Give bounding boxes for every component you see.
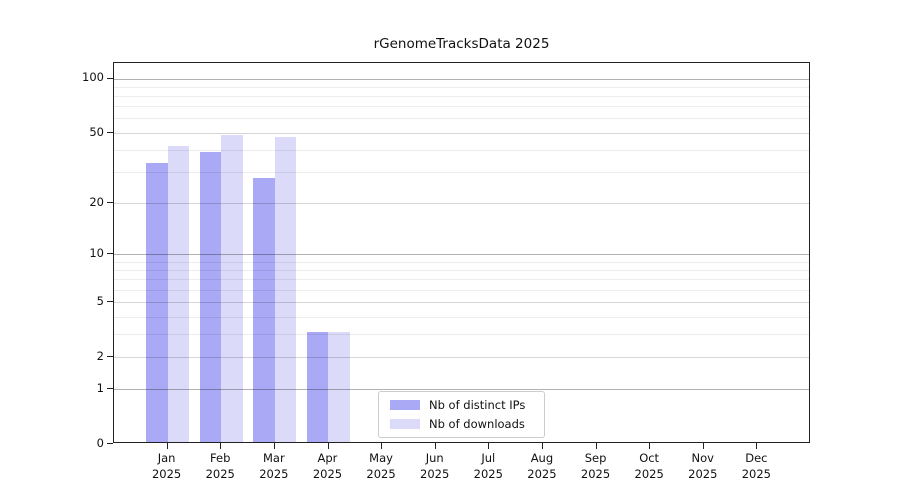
x-tick-label: Feb 2025 [188, 450, 252, 482]
x-tick-mark [488, 443, 490, 449]
y-tick-label: 10 [89, 246, 104, 261]
gridline-major [114, 78, 809, 80]
x-tick-month: Dec [745, 451, 768, 465]
x-tick-mark [327, 443, 329, 449]
bar-distinct-ips [199, 151, 222, 442]
y-tick-label: 50 [89, 124, 104, 139]
x-tick-label: Apr 2025 [295, 450, 359, 482]
x-tick-month: Feb [210, 451, 231, 465]
bar-downloads [328, 332, 350, 442]
bar-downloads [274, 137, 297, 442]
x-tick-mark [649, 443, 651, 449]
x-tick-label: Jun 2025 [403, 450, 467, 482]
y-tick-mark [107, 201, 113, 203]
y-tick-label: 5 [96, 294, 104, 309]
gridline-major [114, 132, 809, 134]
y-tick-mark [107, 131, 113, 133]
x-tick-year: 2025 [634, 467, 664, 481]
x-tick-year: 2025 [366, 467, 396, 481]
x-tick-month: Sep [584, 451, 607, 465]
x-tick-label: Aug 2025 [510, 450, 574, 482]
y-tick-label: 100 [82, 70, 104, 85]
gridline-minor [114, 96, 809, 97]
legend-swatch-distinct-ips [390, 400, 420, 410]
x-tick-year: 2025 [205, 467, 235, 481]
x-tick-mark [381, 443, 383, 449]
x-tick-mark [434, 443, 436, 449]
bar-distinct-ips [146, 162, 168, 442]
bar-distinct-ips [306, 332, 329, 442]
x-tick-label: Nov 2025 [671, 450, 735, 482]
x-tick-month: Nov [691, 451, 714, 465]
x-tick-month: Jan [157, 451, 176, 465]
x-tick-label: Mar 2025 [242, 450, 306, 482]
y-tick-mark [107, 301, 113, 303]
x-tick-mark [166, 443, 168, 449]
x-tick-month: Apr [317, 451, 338, 465]
x-tick-mark [541, 443, 543, 449]
x-tick-mark [595, 443, 597, 449]
x-tick-label: Dec 2025 [724, 450, 788, 482]
bar-downloads [221, 135, 243, 442]
y-tick-label: 20 [89, 194, 104, 209]
x-tick-year: 2025 [312, 467, 343, 481]
gridline-minor [114, 118, 809, 120]
legend: Nb of distinct IPs Nb of downloads [378, 391, 545, 438]
bar-downloads [167, 146, 190, 442]
x-tick-label: Jul 2025 [456, 450, 520, 482]
x-tick-month: May [369, 451, 393, 465]
x-tick-year: 2025 [741, 467, 772, 481]
x-tick-month: Mar [262, 451, 285, 465]
x-tick-year: 2025 [259, 467, 289, 481]
legend-label: Nb of downloads [429, 417, 525, 431]
x-tick-year: 2025 [420, 467, 450, 481]
x-tick-label: Jan 2025 [135, 450, 199, 482]
legend-row: Nb of distinct IPs [390, 398, 544, 412]
y-tick-mark [107, 253, 113, 255]
legend-row: Nb of downloads [390, 417, 544, 431]
x-tick-month: Jun [425, 451, 444, 465]
x-tick-year: 2025 [151, 467, 182, 481]
x-tick-year: 2025 [473, 467, 503, 481]
x-tick-mark [702, 443, 704, 449]
legend-swatch-downloads [390, 419, 420, 429]
gridline-minor [114, 149, 809, 151]
x-tick-month: Jul [481, 451, 496, 465]
x-tick-label: May 2025 [349, 450, 413, 482]
x-tick-year: 2025 [580, 467, 611, 481]
y-tick-mark [107, 77, 113, 79]
y-tick-mark [107, 388, 113, 390]
x-tick-month: Oct [639, 451, 660, 465]
y-tick-mark [107, 443, 113, 444]
x-tick-mark [756, 443, 758, 449]
legend-label: Nb of distinct IPs [429, 398, 526, 412]
x-tick-year: 2025 [527, 467, 557, 481]
x-tick-year: 2025 [688, 467, 718, 481]
gridline-minor [114, 86, 809, 88]
chart-title: rGenomeTracksData 2025 [373, 36, 550, 52]
x-tick-label: Sep 2025 [564, 450, 628, 482]
y-tick-mark [107, 356, 113, 357]
x-tick-mark [220, 443, 222, 449]
gridline-minor [114, 106, 809, 108]
x-tick-mark [273, 443, 275, 449]
x-tick-month: Aug [530, 451, 554, 465]
bar-distinct-ips [253, 178, 275, 442]
y-tick-label: 1 [96, 381, 104, 396]
y-tick-label: 0 [96, 436, 104, 450]
plot-area [113, 62, 810, 443]
x-tick-label: Oct 2025 [617, 450, 681, 482]
y-tick-label: 2 [96, 348, 104, 363]
